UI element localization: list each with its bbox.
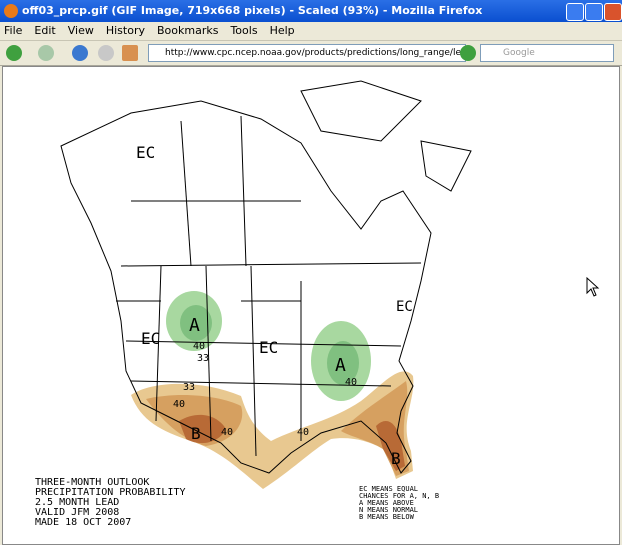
menu-bar: File Edit View History Bookmarks Tools Help (0, 22, 622, 41)
stop-button[interactable] (98, 45, 114, 61)
menu-item[interactable]: Help (269, 24, 295, 37)
outlook-caption: VALID JFM 2008 (35, 507, 119, 518)
reload-button[interactable] (72, 45, 88, 61)
toolbar: http://www.cpc.ncep.noaa.gov/products/pr… (0, 41, 622, 66)
map-label: EC (396, 299, 413, 315)
page-content: EC EC EC EC A A B B 40 33 40 33 40 40 40 THREE-MONTH OU… (2, 66, 620, 545)
menu-item[interactable]: Tools (230, 24, 258, 37)
mouse-cursor (586, 276, 600, 297)
map-label: A (189, 315, 200, 336)
outlook-caption: THREE-MONTH OUTLOOK (35, 477, 149, 488)
map-label: 40 (173, 399, 185, 410)
map-label: 40 (345, 377, 357, 388)
menu-item[interactable]: Edit (34, 24, 56, 37)
above-mid (180, 305, 212, 341)
map-label: 33 (197, 353, 209, 364)
above-mid (327, 341, 359, 385)
url-bar[interactable]: http://www.cpc.ncep.noaa.gov/products/pr… (148, 44, 466, 62)
minimize-button[interactable] (566, 3, 584, 21)
map-label: EC (136, 143, 155, 162)
go-button[interactable] (460, 45, 476, 61)
legend-text: B MEANS BELOW (359, 513, 415, 521)
legend-text: EC MEANS EQUAL (359, 485, 418, 493)
forward-button[interactable] (38, 45, 54, 61)
maximize-button[interactable] (585, 3, 603, 21)
menu-item[interactable]: History (105, 24, 145, 37)
menu-item[interactable]: File (4, 24, 23, 37)
app-icon (4, 4, 18, 18)
map-label: B (191, 424, 201, 443)
title-bar: off03_prcp.gif (GIF Image, 719x668 pixel… (0, 0, 622, 22)
map-label: B (391, 449, 401, 468)
window-title: off03_prcp.gif (GIF Image, 719x668 pixel… (22, 4, 483, 17)
menu-item[interactable]: Bookmarks (156, 24, 219, 37)
outlines (60, 80, 472, 474)
outlook-caption: PRECIPITATION PROBABILITY (35, 487, 186, 498)
outlook-caption: MADE 18 OCT 2007 (35, 517, 131, 528)
map-label: EC (141, 329, 160, 348)
map-label: EC (259, 338, 278, 357)
search-box[interactable]: Google (480, 44, 614, 62)
map-label: 40 (193, 341, 205, 352)
map-label: 40 (221, 427, 233, 438)
map-label: A (335, 355, 346, 376)
back-button[interactable] (6, 45, 22, 61)
map-label: 40 (297, 427, 309, 438)
legend-text: A MEANS ABOVE (359, 499, 414, 507)
below-dark (179, 414, 226, 444)
legend-text: CHANCES FOR A, N, B (359, 492, 439, 500)
outlook-caption: 2.5 MONTH LEAD (35, 497, 119, 508)
legend-text: N MEANS NORMAL (359, 506, 418, 514)
home-button[interactable] (122, 45, 138, 61)
menu-item[interactable]: View (67, 24, 94, 37)
map-label: 33 (183, 382, 195, 393)
close-button[interactable] (604, 3, 622, 21)
